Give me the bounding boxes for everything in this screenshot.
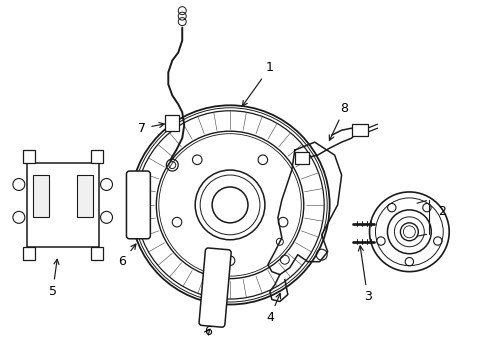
Text: 1: 1 [242,61,273,106]
Bar [33,175,49,217]
Bar [77,175,92,217]
FancyBboxPatch shape [126,171,150,239]
Text: 5: 5 [49,259,59,298]
Text: 2: 2 [437,205,445,219]
Text: 3: 3 [358,246,371,303]
FancyBboxPatch shape [23,150,35,163]
FancyBboxPatch shape [90,150,102,163]
Text: 4: 4 [265,293,280,324]
FancyBboxPatch shape [90,247,102,260]
FancyBboxPatch shape [199,248,231,327]
FancyBboxPatch shape [23,247,35,260]
Bar [294,152,308,164]
FancyBboxPatch shape [27,163,99,247]
Text: 6: 6 [204,325,212,338]
Text: 7: 7 [138,122,164,135]
Text: 8: 8 [328,102,348,140]
Bar [351,124,367,136]
Text: 6: 6 [118,244,136,268]
Bar [165,115,179,131]
